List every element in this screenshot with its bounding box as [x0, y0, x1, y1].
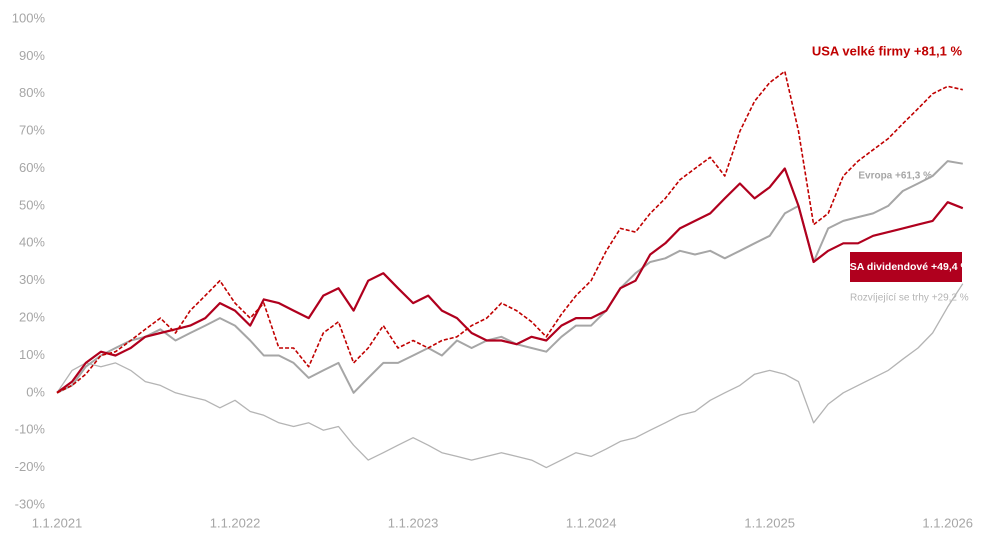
y-tick-label: -20%: [15, 459, 46, 474]
series-label: USA dividendové +49,4 %: [842, 261, 970, 273]
label-box: [850, 252, 962, 282]
y-tick-label: 70%: [19, 123, 45, 138]
series-label: USA velké firmy +81,1 %: [812, 43, 963, 58]
series-line: [56, 283, 964, 469]
series-line: [56, 160, 963, 394]
y-tick-label: 0%: [26, 384, 45, 399]
series-line: [56, 167, 964, 394]
y-tick-label: 10%: [19, 347, 45, 362]
y-tick-label: 60%: [19, 160, 45, 175]
y-tick-label: 100%: [12, 10, 46, 25]
y-tick-label: 50%: [19, 197, 45, 212]
y-tick-label: -10%: [15, 422, 46, 437]
x-tick-label: 1.1.2023: [388, 515, 439, 530]
x-tick-label: 1.1.2025: [744, 515, 795, 530]
y-tick-label: 80%: [19, 85, 45, 100]
y-tick-label: 90%: [19, 48, 45, 63]
x-tick-label: 1.1.2021: [32, 515, 83, 530]
x-tick-label: 1.1.2024: [566, 515, 617, 530]
x-tick-label: 1.1.2022: [210, 515, 261, 530]
x-tick-label: 1.1.2026: [922, 515, 973, 530]
y-tick-label: 30%: [19, 272, 45, 287]
y-tick-label: -30%: [15, 496, 46, 511]
series-label: Evropa +61,3 %: [858, 171, 932, 182]
series-line: [56, 70, 963, 394]
series-label: Rozvíjející se trhy +29,2 %: [850, 293, 969, 304]
y-tick-label: 40%: [19, 235, 45, 250]
y-tick-label: 20%: [19, 310, 45, 325]
